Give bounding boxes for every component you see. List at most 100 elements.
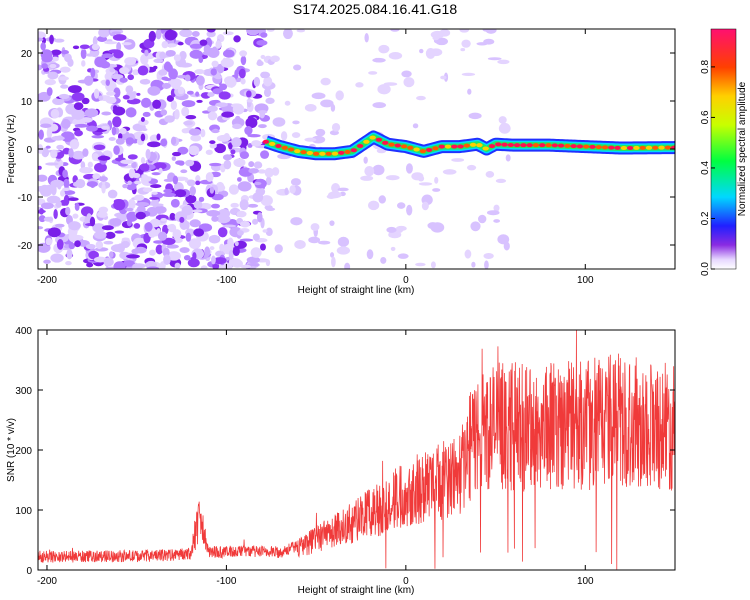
noise-blob	[51, 184, 57, 196]
noise-blob	[311, 135, 326, 144]
noise-blob	[40, 42, 46, 51]
noise-blob	[132, 263, 146, 269]
ridge-hotspot	[507, 143, 515, 148]
noise-blob	[292, 120, 300, 125]
noise-blob	[397, 202, 406, 209]
noise-blob	[478, 214, 487, 224]
noise-blob	[88, 250, 99, 260]
noise-blob	[40, 123, 52, 128]
ridge-hotspot	[382, 140, 389, 145]
noise-blob	[208, 234, 221, 244]
noise-blob	[331, 256, 336, 268]
noise-blob	[79, 44, 90, 50]
noise-blob	[211, 193, 224, 201]
noise-blob	[142, 111, 151, 117]
noise-blob	[418, 182, 433, 186]
noise-blob	[135, 202, 150, 207]
noise-blob	[185, 194, 197, 204]
noise-blob	[116, 41, 122, 52]
noise-blob	[291, 132, 301, 138]
noise-blob	[119, 67, 130, 75]
noise-blob	[87, 161, 93, 168]
noise-blob	[51, 56, 59, 62]
noise-blob	[256, 212, 263, 223]
noise-blob	[209, 143, 217, 149]
colorbar-tick-label: 0.4	[700, 161, 711, 175]
noise-blob	[113, 145, 120, 155]
noise-blob	[74, 240, 81, 248]
noise-blob	[125, 85, 134, 94]
noise-blob	[149, 196, 160, 200]
ridge-hotspot	[369, 135, 376, 140]
noise-blob	[253, 76, 261, 87]
noise-blob	[231, 137, 242, 148]
noise-blob	[135, 211, 146, 220]
noise-blob	[156, 133, 161, 141]
noise-blob	[132, 69, 140, 76]
noise-blob	[53, 38, 65, 43]
bottom-x-tick-label: -100	[216, 576, 236, 587]
noise-blob	[58, 93, 70, 100]
noise-blob	[46, 127, 53, 139]
noise-blob	[209, 246, 215, 251]
noise-blob	[223, 159, 232, 170]
ridge-hotspot	[394, 143, 401, 148]
noise-blob	[179, 247, 190, 253]
noise-blob	[125, 137, 135, 145]
noise-blob	[385, 175, 400, 181]
ridge-hotspot	[432, 146, 439, 151]
noise-blob	[49, 63, 57, 69]
noise-blob	[63, 194, 70, 206]
noise-blob	[71, 150, 86, 160]
noise-blob	[331, 123, 341, 132]
noise-blob	[186, 179, 196, 187]
noise-blob	[498, 116, 507, 124]
ridge-hotspot	[469, 142, 477, 147]
noise-blob	[218, 91, 231, 100]
noise-blob	[211, 255, 216, 265]
noise-blob	[62, 187, 71, 191]
noise-blob	[378, 195, 386, 204]
top-y-tick-label: -10	[18, 193, 33, 204]
noise-blob	[60, 49, 69, 55]
noise-blob	[124, 57, 137, 66]
bottom-y-tick-label: 400	[15, 326, 32, 337]
noise-blob	[487, 57, 502, 61]
noise-blob	[72, 213, 79, 219]
noise-blob	[304, 137, 317, 142]
noise-blob	[442, 169, 457, 175]
noise-blob	[185, 232, 192, 242]
noise-blob	[284, 187, 289, 196]
noise-blob	[195, 174, 201, 183]
noise-blob	[68, 221, 81, 231]
noise-blob	[167, 43, 177, 48]
noise-blob	[222, 31, 234, 36]
noise-blob	[139, 163, 150, 172]
noise-blob	[315, 128, 326, 137]
noise-blob	[304, 104, 317, 112]
noise-blob	[85, 53, 96, 57]
noise-blob	[180, 169, 188, 174]
noise-blob	[265, 97, 275, 104]
noise-blob	[163, 61, 172, 72]
ridge-hotspot	[652, 145, 659, 150]
noise-blob	[493, 219, 500, 223]
noise-blob	[258, 124, 267, 129]
noise-blob	[186, 90, 194, 95]
noise-blob	[95, 240, 104, 250]
noise-blob	[228, 249, 234, 260]
noise-blob	[372, 164, 385, 176]
noise-blob	[294, 239, 306, 249]
ridge-hotspot	[400, 144, 408, 149]
noise-blob	[91, 134, 105, 139]
noise-blob	[108, 137, 116, 141]
noise-blob	[470, 221, 481, 232]
noise-blob	[72, 45, 80, 50]
colorbar-tick-label: 0.8	[700, 60, 711, 74]
noise-blob	[217, 208, 231, 219]
noise-blob	[164, 29, 177, 41]
noise-blob	[416, 95, 426, 101]
noise-blob	[93, 144, 106, 151]
noise-blob	[211, 60, 219, 68]
